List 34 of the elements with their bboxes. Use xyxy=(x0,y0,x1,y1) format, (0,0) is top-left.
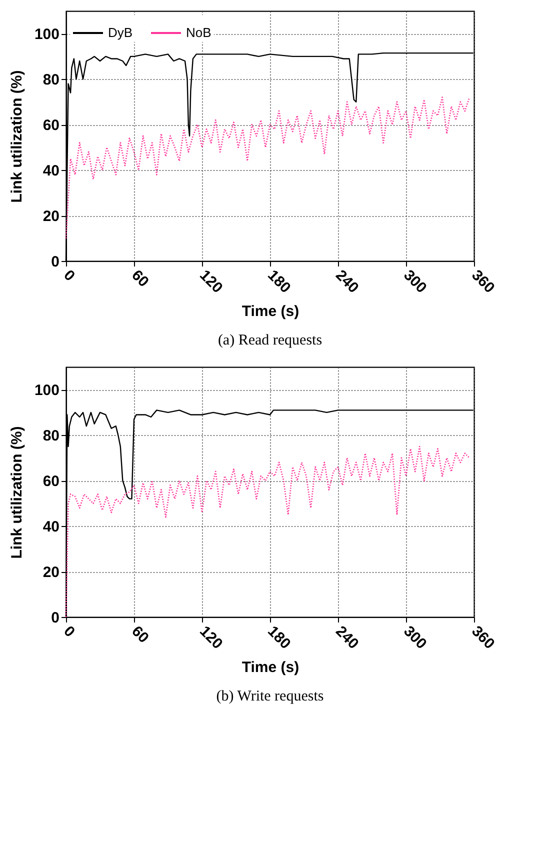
y-tick-label: 100 xyxy=(34,26,60,44)
x-tick-label: 60 xyxy=(128,622,152,647)
x-tick-label: 120 xyxy=(196,266,226,297)
line-series xyxy=(65,96,470,239)
text: (a) Read requests xyxy=(218,332,322,348)
x-tick-label: 360 xyxy=(468,622,498,653)
line-series xyxy=(65,446,470,618)
x-tick-label: 60 xyxy=(128,266,152,291)
y-axis-title: Link utilization (%) xyxy=(8,70,26,203)
y-tick-label: 60 xyxy=(42,473,60,490)
legend-label: DyB xyxy=(108,25,133,40)
y-tick-label: 60 xyxy=(42,117,60,134)
legend-label: NoB xyxy=(186,25,212,40)
x-tick-label: 300 xyxy=(400,622,430,653)
y-tick-label: 80 xyxy=(42,428,60,445)
x-tick-label: 240 xyxy=(332,622,362,653)
x-tick-label: 240 xyxy=(332,266,362,297)
x-tick-label: 360 xyxy=(468,266,498,297)
x-tick-label: 180 xyxy=(264,266,294,297)
y-tick-label: 80 xyxy=(42,72,60,89)
x-axis-title: Time (s) xyxy=(242,302,300,320)
x-axis-title: Time (s) xyxy=(242,658,300,676)
x-tick-label: 120 xyxy=(196,622,226,653)
x-tick-label: 300 xyxy=(400,266,430,297)
y-tick-label: 20 xyxy=(42,208,60,226)
y-axis-title: Link utilization (%) xyxy=(8,426,26,559)
y-tick-label: 100 xyxy=(34,382,60,400)
y-tick-label: 20 xyxy=(42,564,60,582)
y-tick-label: 0 xyxy=(51,610,60,626)
text: (b) Write requests xyxy=(216,688,324,704)
y-tick-label: 0 xyxy=(51,254,60,270)
x-tick-label: 180 xyxy=(264,622,294,653)
y-tick-label: 40 xyxy=(42,518,60,536)
y-tick-label: 40 xyxy=(42,162,60,180)
